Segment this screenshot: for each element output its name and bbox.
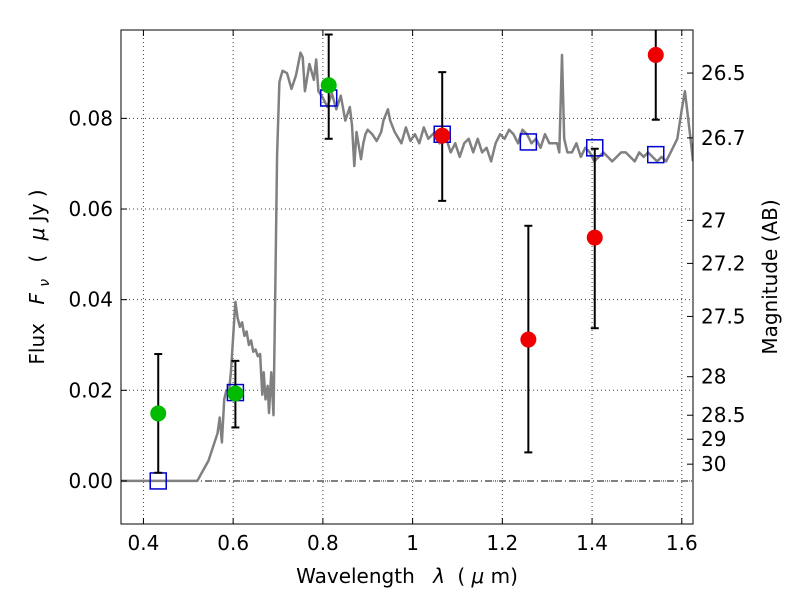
y2-tick-label: 27 [701, 208, 726, 232]
x-axis-label: Wavelength λ ( μ m) [296, 564, 518, 588]
y-axis-label-symbol: F [25, 293, 49, 305]
y-tick-label: 0.04 [68, 288, 113, 312]
plot-frame [120, 29, 694, 525]
observed-point-circle [586, 229, 603, 246]
x-tick-label: 1.2 [486, 531, 518, 555]
observed-point-circle [227, 385, 244, 402]
model-point-square [519, 133, 538, 151]
error-bar [651, 30, 660, 121]
observed-point-circle [647, 46, 664, 63]
y2-tick-label: 26.5 [701, 61, 746, 85]
y2-tick-label: 27.2 [701, 251, 746, 275]
y2-tick-label: 28.5 [701, 403, 746, 427]
y-axis-label-sub: ν [37, 279, 53, 287]
y-tick-label: 0.06 [68, 197, 113, 221]
observed-point-circle [320, 77, 337, 94]
x-axis-label-unit-rest: m) [491, 564, 518, 588]
y-axis-label-unit-rest: Jy ) [25, 189, 49, 223]
y-tick-label: 0.02 [68, 378, 113, 402]
spectrum-line [121, 51, 693, 483]
x-tick-label: 1.4 [576, 531, 608, 555]
y-axis-label-unit-mu: μ [25, 228, 49, 242]
observed-point-circle [434, 127, 451, 144]
observed-point-circle [150, 405, 167, 422]
y2-tick-label: 28 [701, 365, 726, 389]
x-axis-label-unit-open: ( [457, 564, 465, 588]
y-axis-label: Flux F ν ( μ Jy ) [25, 189, 54, 364]
x-tick-label: 1.6 [666, 531, 698, 555]
observed-point-circle [520, 331, 537, 348]
y2-tick-label: 27.5 [701, 304, 746, 328]
x-axis-label-text: Wavelength [296, 564, 415, 588]
y-axis-label-unit-open: ( [25, 255, 49, 263]
x-axis-label-unit-mu: μ [471, 564, 485, 588]
y-tick-label: 0.00 [68, 469, 113, 493]
x-tick-label: 0.8 [307, 531, 339, 555]
model-point-square [647, 145, 665, 164]
data-series [121, 30, 693, 490]
y2-tick-label: 30 [701, 452, 726, 476]
x-tick-label: 1 [406, 531, 419, 555]
x-tick-label: 0.4 [128, 531, 160, 555]
y2-tick-label: 26.7 [701, 126, 746, 150]
y-axis-label-text: Flux [25, 323, 49, 365]
y-tick-label: 0.08 [68, 106, 113, 130]
grid-lines [121, 30, 693, 524]
y2-tick-label: 29 [701, 427, 726, 451]
x-axis-label-symbol: λ [432, 564, 445, 588]
axis-ticks: 0.4 0.6 0.8 1 1.2 1.4 1.6 0.00 0.02 0.04 0.06 0.08 2… [68, 30, 746, 555]
y2-axis-label: Magnitude (AB) [758, 199, 782, 354]
x-tick-label: 0.6 [217, 531, 249, 555]
